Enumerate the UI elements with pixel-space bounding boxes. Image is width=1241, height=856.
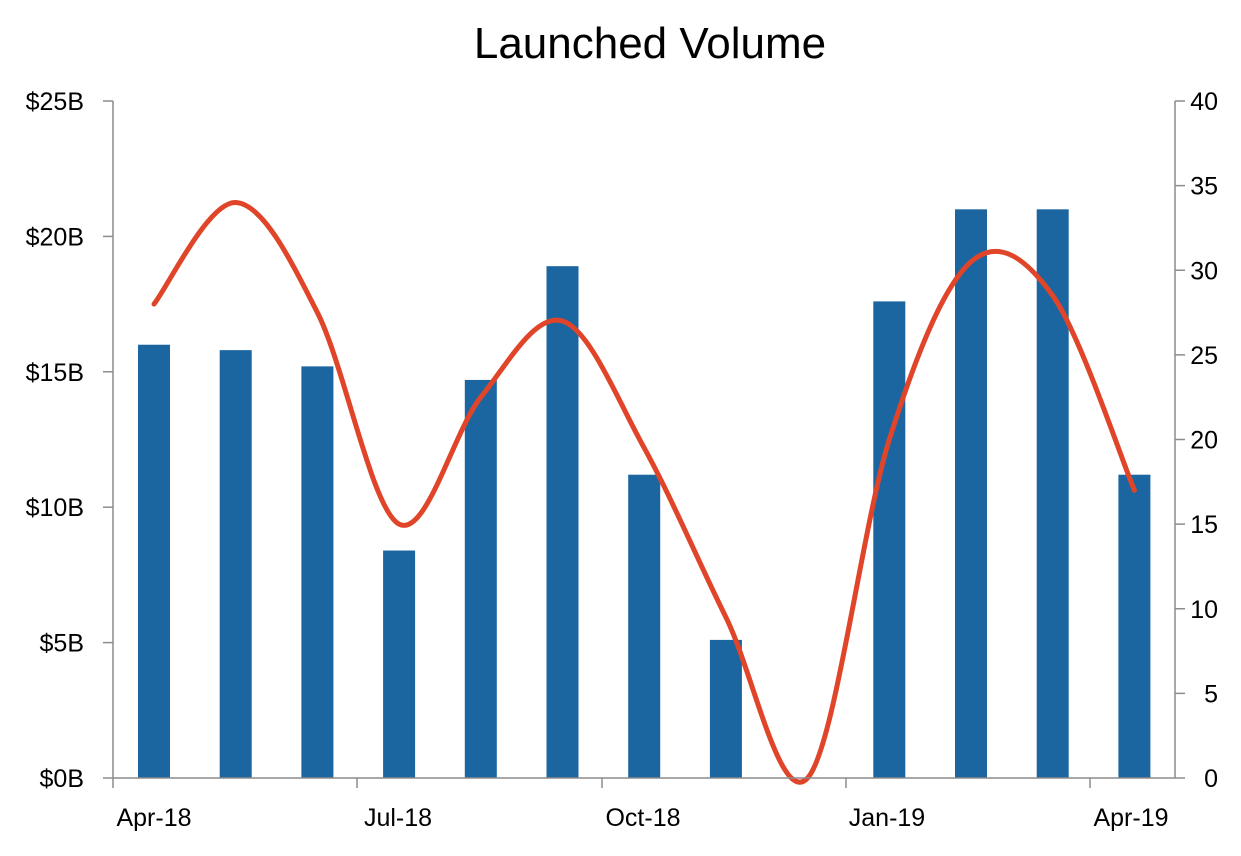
right-tick-label: 25 bbox=[1190, 342, 1218, 370]
bar bbox=[383, 550, 416, 778]
bar bbox=[219, 350, 252, 778]
left-tick-label: $25B bbox=[26, 88, 84, 116]
axes: $0B $5B $10B $15B $20B $25B 0 5 10 15 20 25 30 35 40 Ap… bbox=[26, 88, 1218, 832]
left-tick-label: $10B bbox=[26, 494, 84, 522]
right-tick-label: 20 bbox=[1190, 427, 1218, 455]
right-tick-label: 5 bbox=[1204, 680, 1218, 708]
bar bbox=[1036, 209, 1069, 778]
bar bbox=[464, 379, 497, 778]
right-tick-label: 35 bbox=[1190, 173, 1218, 201]
right-tick-label: 0 bbox=[1204, 765, 1218, 793]
right-tick-label: 15 bbox=[1190, 511, 1218, 539]
bar bbox=[873, 301, 906, 778]
bar bbox=[1118, 474, 1151, 778]
bar bbox=[955, 209, 987, 778]
line-series bbox=[151, 200, 1137, 785]
bar bbox=[546, 266, 579, 778]
x-tick-label: Jul-18 bbox=[364, 804, 432, 832]
bar bbox=[709, 639, 742, 778]
right-tick-label: 30 bbox=[1190, 257, 1218, 285]
x-tick-label: Apr-18 bbox=[116, 804, 191, 832]
bar bbox=[138, 344, 170, 778]
bar bbox=[301, 366, 334, 778]
left-tick-label: $5B bbox=[40, 630, 84, 658]
bar bbox=[628, 474, 661, 778]
right-tick-label: 10 bbox=[1190, 596, 1218, 624]
x-tick-label: Apr-19 bbox=[1093, 804, 1168, 832]
left-tick-label: $15B bbox=[26, 359, 84, 387]
x-tick-label: Oct-18 bbox=[605, 804, 680, 832]
right-tick-label: 40 bbox=[1190, 88, 1218, 116]
left-tick-label: $20B bbox=[26, 223, 84, 251]
x-tick-label: Jan-19 bbox=[849, 804, 925, 832]
left-tick-label: $0B bbox=[40, 765, 84, 793]
bar-series bbox=[138, 209, 1151, 778]
line-path bbox=[151, 200, 1137, 785]
chart-title: Launched Volume bbox=[474, 19, 826, 68]
